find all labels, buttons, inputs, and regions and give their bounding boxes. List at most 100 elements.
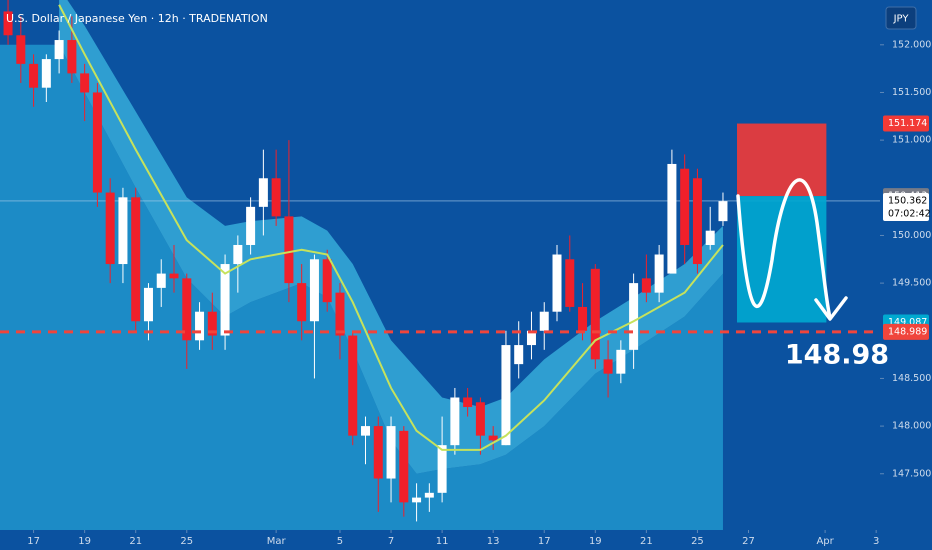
x-tick-label: 5 <box>337 536 343 547</box>
candle-body <box>335 292 345 336</box>
candle-body <box>16 35 26 64</box>
chart-title: U.S. Dollar / Japanese Yen · 12h · TRADE… <box>6 12 268 25</box>
candle-body <box>233 244 243 265</box>
target-tag: 149.087 <box>888 317 927 328</box>
candle-body <box>92 92 102 193</box>
y-tick-label: 149.500 <box>892 278 931 289</box>
x-tick-label: 3 <box>873 536 879 547</box>
candle-body <box>424 492 434 498</box>
candle-body <box>348 335 358 436</box>
candle-body <box>220 264 230 336</box>
candle-body <box>3 11 13 36</box>
candle-body <box>67 40 77 74</box>
y-tick-label: 151.500 <box>892 87 931 98</box>
candle-body <box>705 230 715 245</box>
x-tick-label: 27 <box>742 536 755 547</box>
candle-body <box>54 40 64 60</box>
candle-body <box>450 397 460 446</box>
candle-body <box>718 201 728 222</box>
projection-arrowhead <box>814 296 848 321</box>
candle-body <box>309 259 319 322</box>
candle-body <box>629 283 639 350</box>
price-axis: 147.500 148.000 148.500 149.500 150.000 151.0… <box>27 39 931 547</box>
candle-body <box>373 426 383 479</box>
x-tick-label: 25 <box>691 536 704 547</box>
y-tick-label: 148.000 <box>892 421 931 432</box>
x-tick-label: 21 <box>129 536 142 547</box>
candle-body <box>284 216 294 284</box>
candle-body <box>322 259 332 303</box>
currency-button[interactable] <box>885 6 917 30</box>
x-tick-label: 17 <box>538 536 551 547</box>
projection-curve <box>736 178 832 320</box>
candle-body <box>667 163 677 274</box>
y-tick-label: 148.500 <box>892 373 931 384</box>
candle-body <box>41 59 51 88</box>
candle-body <box>131 197 141 322</box>
x-tick-label: 19 <box>78 536 91 547</box>
candle-body <box>514 345 524 365</box>
candle-body <box>565 259 575 307</box>
candle-body <box>641 278 651 293</box>
x-tick-label: 21 <box>640 536 653 547</box>
ma-band <box>59 0 723 474</box>
candle-body <box>526 330 536 346</box>
candle-body <box>616 349 626 374</box>
candle-body <box>258 178 268 207</box>
stop-tag-bg <box>883 115 929 132</box>
candle-body <box>680 168 690 245</box>
x-tick-label: 19 <box>589 536 602 547</box>
candle-body <box>246 206 256 245</box>
currency-label[interactable]: JPY <box>893 14 910 25</box>
x-tick-label: 11 <box>436 536 449 547</box>
candle-body <box>361 426 371 436</box>
candle-body <box>169 273 179 279</box>
candle-body <box>271 178 281 217</box>
stop-tag: 151.174 <box>888 118 927 129</box>
candle-body <box>692 178 702 265</box>
y-tick-label: 151.000 <box>892 135 931 146</box>
y-tick-label: 150.000 <box>892 230 931 241</box>
level-tag: 148.989 <box>888 326 927 337</box>
target-annotation: 148.98 <box>785 340 889 371</box>
candle-body <box>156 273 166 288</box>
x-tick-label: 13 <box>487 536 500 547</box>
candle-body <box>578 306 588 331</box>
candle-body <box>207 311 217 336</box>
moving-average <box>58 4 724 451</box>
x-tick-label: 17 <box>27 536 40 547</box>
candle-body <box>654 254 664 293</box>
candle-body <box>386 426 396 479</box>
x-tick-label: 25 <box>180 536 193 547</box>
overlay <box>0 123 880 334</box>
plot-area <box>0 0 880 531</box>
candle-body <box>501 345 511 446</box>
candle-body <box>143 287 153 322</box>
candle-body <box>195 311 205 341</box>
candle-body <box>105 192 115 265</box>
candle-body <box>399 430 409 503</box>
candle-body <box>182 278 192 341</box>
stop-zone <box>737 123 827 197</box>
candle-body <box>29 63 39 88</box>
countdown: 07:02:42 <box>888 208 931 219</box>
x-tick-label: Apr <box>816 536 834 547</box>
candle-body <box>412 497 422 503</box>
x-tick-label: Mar <box>267 536 287 547</box>
last-price-tag-bg <box>883 192 929 221</box>
candle-body <box>488 435 498 441</box>
candle-body <box>475 402 485 436</box>
candle-body <box>552 254 562 312</box>
lower-area <box>0 44 723 531</box>
level-tag-bg <box>883 323 929 340</box>
candle-body <box>118 197 128 265</box>
candle-body <box>463 397 473 408</box>
candle-body <box>539 311 549 331</box>
candle-body <box>437 445 447 493</box>
last-price-tag: 150.362 <box>888 195 927 206</box>
y-tick-label: 147.500 <box>892 468 931 479</box>
candle-body <box>297 283 307 322</box>
candle-body <box>603 359 613 374</box>
